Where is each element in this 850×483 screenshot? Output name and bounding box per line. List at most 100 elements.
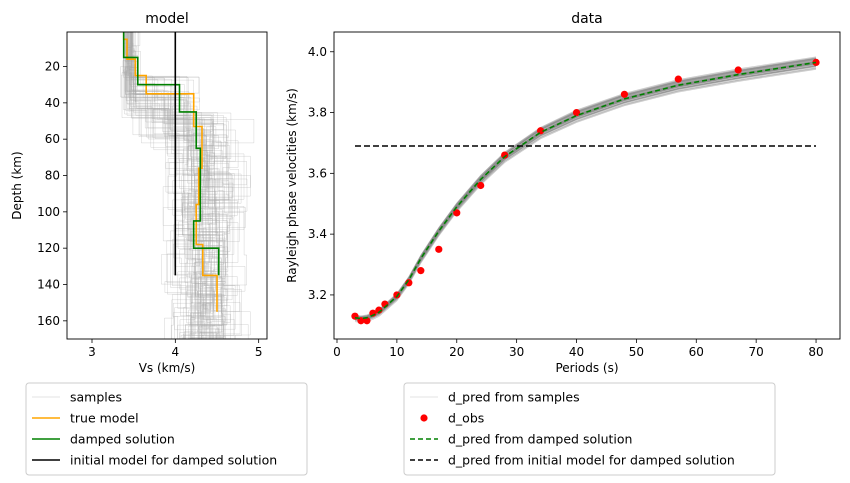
x-tick-label: 5 <box>255 345 263 359</box>
legend-label: damped solution <box>70 432 175 447</box>
sample-dpred-trace <box>354 62 817 319</box>
sample-dpred-trace <box>354 61 817 320</box>
sample-dpred-trace <box>354 62 817 319</box>
sample-dpred-trace <box>354 63 817 321</box>
y-tick-label: 3.2 <box>308 288 327 302</box>
legend-label: d_pred from samples <box>448 390 580 405</box>
sample-trace <box>125 32 251 339</box>
sample-dpred-trace <box>354 68 817 322</box>
x-tick-label: 80 <box>808 345 823 359</box>
sample-trace <box>126 32 222 339</box>
sample-dpred-trace <box>354 69 817 323</box>
sample-trace <box>130 32 242 339</box>
sample-dpred-trace <box>354 59 817 317</box>
data-legend: d_pred from samples d_obs d_pred from damp… <box>403 382 776 476</box>
model-samples <box>120 32 255 339</box>
y-tick-label: 3.6 <box>308 166 327 180</box>
sample-dpred-trace <box>354 61 817 319</box>
sample-dpred-trace <box>354 62 817 321</box>
y-tick-label: 20 <box>45 60 60 74</box>
sample-trace <box>126 32 224 339</box>
d-obs-point <box>417 267 425 275</box>
sample-dpred-trace <box>354 60 817 320</box>
x-tick-label: 40 <box>569 345 584 359</box>
y-tick-label: 80 <box>45 169 60 183</box>
data-y-label: Rayleigh phase velocities (km/s) <box>285 88 299 283</box>
y-tick-label: 3.8 <box>308 106 327 120</box>
y-tick-label: 120 <box>37 241 60 255</box>
sample-dpred-trace <box>354 59 817 319</box>
sample-dpred-trace <box>354 61 817 321</box>
d-obs-point <box>734 66 742 74</box>
sample-dpred-trace <box>354 58 817 319</box>
sample-dpred-trace <box>354 61 817 321</box>
sample-dpred-trace <box>354 62 817 319</box>
legend-label: d_pred from initial model for damped sol… <box>448 453 735 468</box>
sample-dpred-trace <box>354 65 817 321</box>
sample-dpred-trace <box>354 62 817 320</box>
d-obs-point <box>572 108 581 117</box>
x-tick-label: 30 <box>509 345 524 359</box>
sample-dpred-trace <box>354 61 817 321</box>
legend-label: true model <box>70 411 139 426</box>
sample-dpred-trace <box>354 58 817 318</box>
d-obs-points <box>351 58 820 325</box>
sample-dpred-trace <box>354 64 817 320</box>
sample-trace <box>125 32 235 339</box>
legend-swatch <box>420 414 428 422</box>
sample-dpred-trace <box>354 59 817 318</box>
d-obs-point <box>453 209 461 217</box>
y-tick-label: 140 <box>37 278 60 292</box>
true-model-line <box>122 32 218 312</box>
legend-label: initial model for damped solution <box>70 453 277 468</box>
d-pred-damped-line <box>354 61 817 320</box>
y-tick-label: 160 <box>37 314 60 328</box>
sample-dpred-trace <box>354 60 817 321</box>
sample-dpred-trace <box>354 57 817 317</box>
legend-box <box>25 382 308 476</box>
legend-label: samples <box>70 390 122 405</box>
sample-dpred-trace <box>354 63 817 319</box>
d-obs-point <box>363 317 371 325</box>
sample-trace <box>123 32 227 339</box>
sample-trace <box>128 32 225 339</box>
sample-dpred-trace <box>354 62 817 321</box>
model-y-label: Depth (km) <box>10 151 24 219</box>
d-obs-point <box>620 90 629 98</box>
x-tick-label: 4 <box>172 345 180 359</box>
x-tick-label: 0 <box>333 345 341 359</box>
sample-trace <box>123 32 246 339</box>
x-tick-label: 3 <box>88 345 96 359</box>
model-x-label: Vs (km/s) <box>139 361 196 375</box>
sample-trace <box>126 32 230 339</box>
sample-dpred-trace <box>354 62 817 320</box>
d-obs-point <box>477 181 485 190</box>
y-tick-label: 4.0 <box>308 45 327 59</box>
sample-dpred-trace <box>354 58 817 319</box>
sample-dpred-trace <box>354 61 817 318</box>
sample-dpred-trace <box>354 66 817 321</box>
y-tick-label: 60 <box>45 132 60 146</box>
sample-dpred-trace <box>354 66 817 321</box>
sample-trace <box>129 32 234 339</box>
sample-trace <box>122 32 240 339</box>
sample-dpred-trace <box>354 61 817 319</box>
sample-dpred-trace <box>354 65 817 321</box>
x-tick-label: 70 <box>749 345 764 359</box>
sample-trace <box>128 32 228 339</box>
sample-dpred-trace <box>354 63 817 321</box>
sample-dpred-trace <box>354 58 817 320</box>
d-obs-point <box>812 58 820 66</box>
sample-dpred-trace <box>354 67 817 322</box>
sample-dpred-trace <box>354 58 817 319</box>
sample-dpred-trace <box>354 58 817 319</box>
damped-solution-line <box>122 32 220 276</box>
y-tick-label: 40 <box>45 96 60 110</box>
model-axes-frame <box>66 31 268 340</box>
model-legend: samples true model damped solution initial … <box>25 382 308 476</box>
sample-dpred-trace <box>354 60 817 321</box>
d-obs-point <box>674 75 682 83</box>
sample-trace <box>126 32 233 339</box>
d-obs-point <box>501 151 509 159</box>
sample-dpred-trace <box>354 56 817 317</box>
